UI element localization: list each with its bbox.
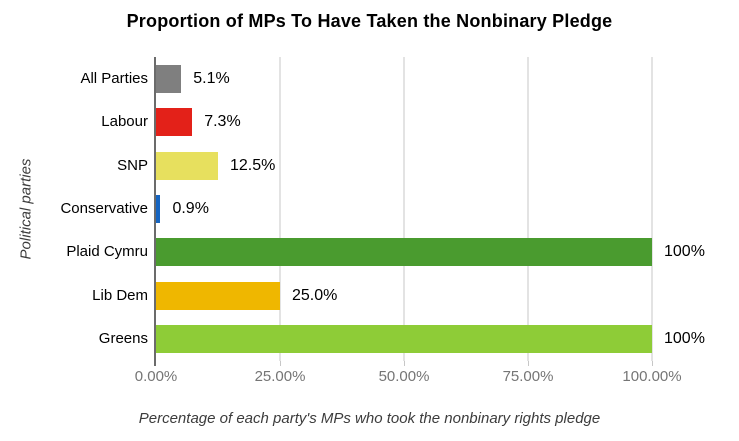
bar-value-label: 7.3% xyxy=(204,113,241,131)
bar-row: 7.3% xyxy=(156,108,652,137)
x-tick-label: 50.00% xyxy=(378,368,430,385)
x-tick-mark xyxy=(652,361,653,366)
category-label-conservative: Conservative xyxy=(60,200,148,217)
x-tick-label: 25.00% xyxy=(254,368,306,385)
y-axis-line xyxy=(154,57,156,366)
chart-title: Proportion of MPs To Have Taken the Nonb… xyxy=(126,11,613,31)
bar-row: 0.9% xyxy=(156,195,652,223)
bar-row: 25.0% xyxy=(156,281,652,310)
category-label-snp: SNP xyxy=(117,156,148,174)
bar-value-label: 100% xyxy=(664,330,705,348)
bar-greens xyxy=(156,325,652,354)
bar-snp xyxy=(156,151,218,180)
bar-plaid-cymru xyxy=(156,238,652,267)
x-tick-mark xyxy=(404,361,405,366)
x-tick-label: 100.00% xyxy=(622,368,682,385)
x-tick-mark xyxy=(528,361,529,366)
y-category-labels: All Parties Labour SNP Conservative Plaid Cy… xyxy=(0,57,148,361)
bar-conservative xyxy=(156,195,161,223)
plot-area: 5.1% 7.3% 12.5% 0.9% 100% 25.0% 100% xyxy=(154,57,705,366)
bar-value-label: 25.0% xyxy=(292,286,338,304)
gridline xyxy=(527,57,529,361)
bar-labour xyxy=(156,108,193,137)
gridline xyxy=(651,57,653,361)
category-label-labour: Labour xyxy=(101,113,148,131)
bar-lib-dem xyxy=(156,281,280,310)
x-tick-mark xyxy=(280,361,281,366)
bar-value-label: 0.9% xyxy=(172,200,209,217)
gridline xyxy=(279,57,281,361)
bar-value-label: 5.1% xyxy=(193,69,230,87)
bar-row: 12.5% xyxy=(156,151,652,180)
category-label-plaid-cymru: Plaid Cymru xyxy=(66,243,148,261)
bar-row: 100% xyxy=(156,325,705,354)
category-label-all-parties: All Parties xyxy=(80,69,148,87)
gridline xyxy=(403,57,405,361)
bar-row: 100% xyxy=(156,238,705,267)
category-label-greens: Greens xyxy=(98,330,148,348)
x-axis-title: Percentage of each party's MPs who took … xyxy=(138,410,601,427)
x-tick-label: 75.00% xyxy=(502,368,554,385)
bar-value-label: 12.5% xyxy=(230,156,276,174)
category-label-lib-dem: Lib Dem xyxy=(92,286,148,304)
x-tick-label: 0.00% xyxy=(134,368,178,385)
bar-all-parties xyxy=(156,64,182,93)
bar-row: 5.1% xyxy=(156,64,652,93)
bar-value-label: 100% xyxy=(664,243,705,261)
